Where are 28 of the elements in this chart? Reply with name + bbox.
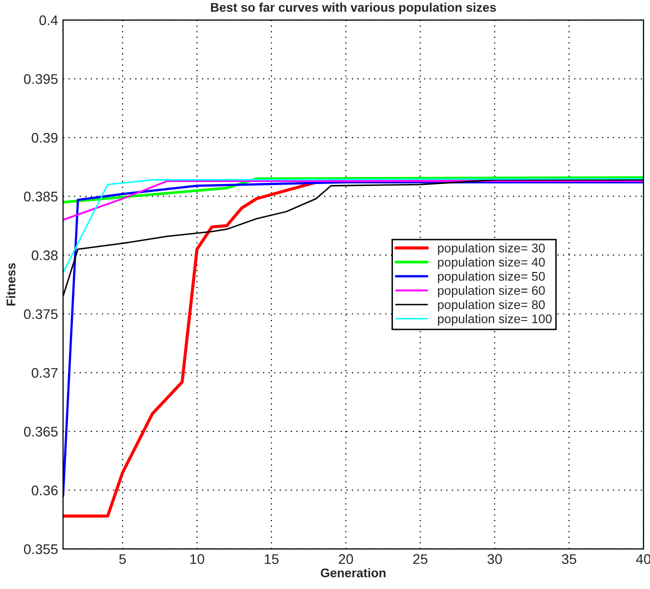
x-tick-label: 10: [190, 554, 204, 564]
y-tick-label: 0.365: [24, 426, 58, 437]
y-tick-label: 0.375: [24, 309, 58, 320]
y-tick-label: 0.395: [24, 74, 58, 84]
chart-title: Best so far curves with various population sizes: [211, 2, 496, 14]
legend-label: population size= 40: [438, 257, 545, 270]
y-tick-label: 0.39: [32, 132, 58, 143]
y-tick-label: 0.385: [24, 192, 58, 202]
y-axis-title: Fitness: [6, 263, 16, 306]
x-tick-label: 35: [562, 554, 576, 564]
x-tick-label: 30: [487, 554, 502, 564]
y-tick-label: 0.38: [32, 250, 58, 260]
y-tick-label: 0.4: [39, 15, 58, 26]
y-tick-label: 0.37: [32, 368, 58, 378]
legend-label: population size= 100: [438, 314, 552, 326]
legend-label: population size= 80: [438, 300, 545, 312]
x-tick-label: 15: [264, 554, 279, 564]
line-series: [63, 176, 644, 204]
legend-label: population size= 60: [438, 286, 545, 298]
y-tick-label: 0.355: [24, 544, 58, 554]
legend-label: population size= 50: [438, 272, 545, 284]
x-axis-title: Generation: [320, 568, 386, 578]
y-tick-label: 0.36: [32, 486, 58, 496]
x-tick-label: 20: [338, 554, 354, 564]
x-tick-label: 5: [119, 554, 126, 564]
legend-label: population size= 30: [438, 243, 545, 255]
x-tick-label: 25: [413, 554, 428, 564]
line-series: [63, 178, 644, 274]
